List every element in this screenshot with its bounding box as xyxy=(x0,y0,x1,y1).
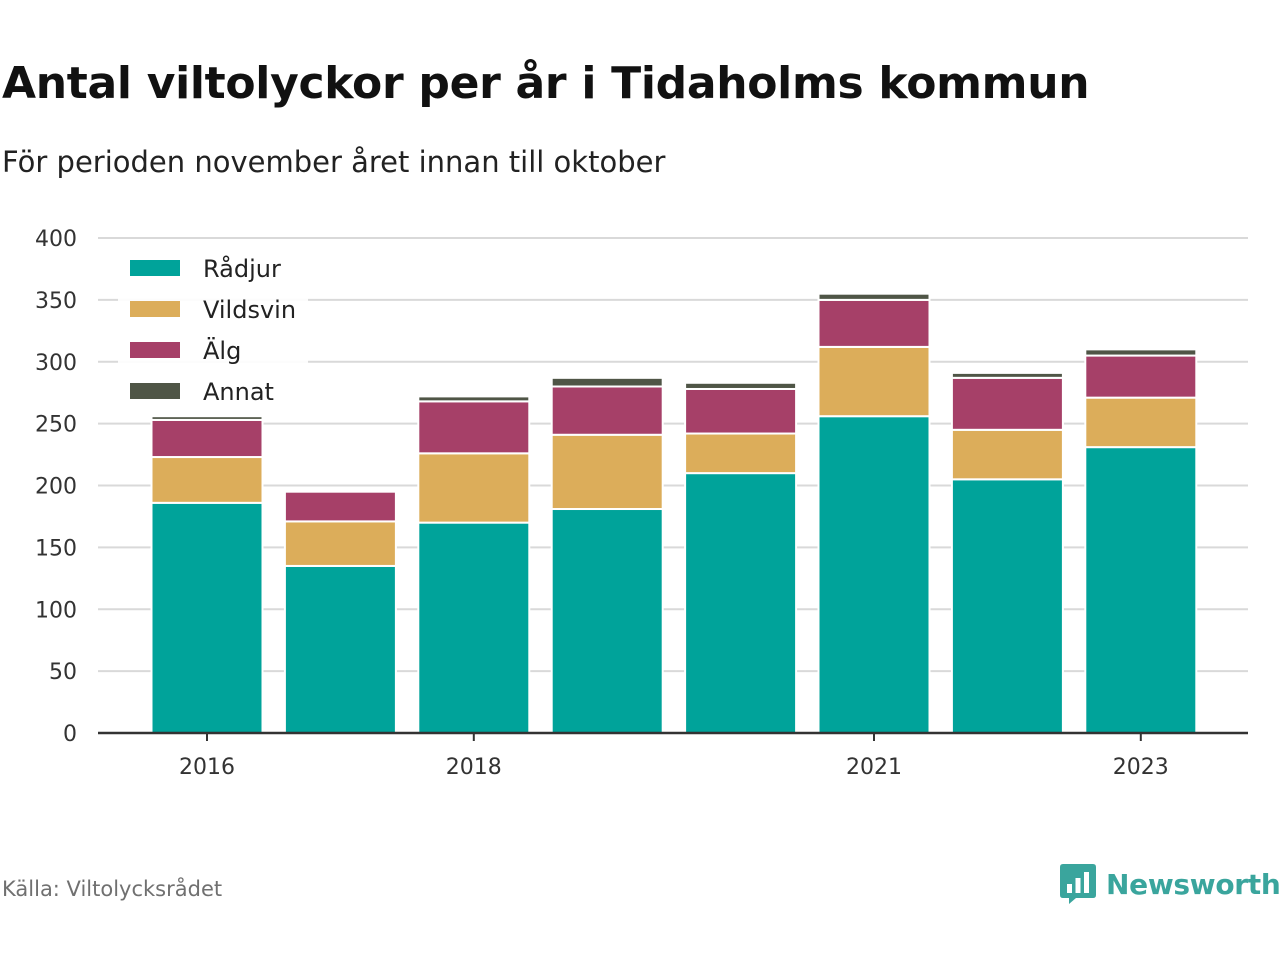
bar-segment xyxy=(684,432,798,475)
bar-segment xyxy=(950,376,1064,431)
legend-label: Älg xyxy=(203,336,241,365)
bar-segment xyxy=(283,490,397,523)
y-tick-label: 200 xyxy=(35,475,77,500)
legend-label: Rådjur xyxy=(203,254,281,283)
bar-chart-speech-bubble-icon xyxy=(1060,864,1096,904)
bar-segment xyxy=(684,472,798,734)
brand-name: Newsworthy xyxy=(1106,867,1280,901)
chart-subtitle: För perioden november året innan till ok… xyxy=(2,145,666,179)
bar-segment xyxy=(817,298,931,348)
y-tick-label: 150 xyxy=(35,536,77,561)
bar-segment xyxy=(550,385,664,436)
bar-segment xyxy=(150,415,264,421)
y-tick-label: 100 xyxy=(35,598,77,623)
bar-segment xyxy=(283,564,397,734)
bar-segment xyxy=(550,508,664,735)
bar-segment xyxy=(150,501,264,735)
bar-segment xyxy=(417,395,531,403)
source-note: Källa: Viltolycksrådet xyxy=(2,877,223,901)
x-axis: 2016 2018 2021 2023 xyxy=(98,731,1248,780)
bar-segment xyxy=(150,418,264,459)
newsworthy-logo: Newsworthy xyxy=(1060,864,1280,904)
bar-segment xyxy=(417,521,531,734)
bar-segment xyxy=(684,381,798,390)
bar-segment xyxy=(817,415,931,734)
bars xyxy=(150,292,1198,735)
legend-label: Annat xyxy=(203,378,274,406)
bar-segment xyxy=(1084,446,1198,734)
bar-segment xyxy=(950,371,1064,379)
bar-segment xyxy=(817,292,931,301)
bar-segment xyxy=(417,400,531,455)
legend-label: Vildsvin xyxy=(203,296,296,324)
stacked-bar-chart: 0 50 100 150 200 250 300 350 400 2016 2018 2021 202… xyxy=(35,227,1248,780)
y-tick-label: 350 xyxy=(35,289,77,314)
bar-segment xyxy=(417,452,531,524)
y-axis-ticks: 0 50 100 150 200 250 300 350 400 xyxy=(35,227,77,747)
bar-segment xyxy=(550,376,664,388)
y-tick-label: 400 xyxy=(35,227,77,252)
bar-segment xyxy=(684,387,798,435)
bar-segment xyxy=(550,433,664,511)
chart-title: Antal viltolyckor per år i Tidaholms kom… xyxy=(2,58,1090,109)
bar-segment xyxy=(283,520,397,567)
bar-segment xyxy=(1084,396,1198,449)
y-tick-label: 50 xyxy=(49,660,77,685)
legend: Rådjur Vildsvin Älg Annat xyxy=(118,243,308,413)
bar-segment xyxy=(150,456,264,504)
x-tick-label: 2023 xyxy=(1113,755,1169,780)
legend-swatch xyxy=(130,383,180,399)
bar-segment xyxy=(950,428,1064,481)
legend-swatch xyxy=(130,342,180,358)
bar-segment xyxy=(950,478,1064,734)
x-tick-label: 2016 xyxy=(179,755,235,780)
x-tick-label: 2018 xyxy=(446,755,502,780)
bar-segment xyxy=(1084,348,1198,357)
legend-swatch xyxy=(130,260,180,276)
y-tick-label: 300 xyxy=(35,351,77,376)
bar-segment xyxy=(817,345,931,418)
x-tick-label: 2021 xyxy=(846,755,902,780)
bar-segment xyxy=(1084,354,1198,399)
y-tick-label: 0 xyxy=(63,722,77,747)
legend-swatch xyxy=(130,301,180,317)
y-tick-label: 250 xyxy=(35,413,77,438)
